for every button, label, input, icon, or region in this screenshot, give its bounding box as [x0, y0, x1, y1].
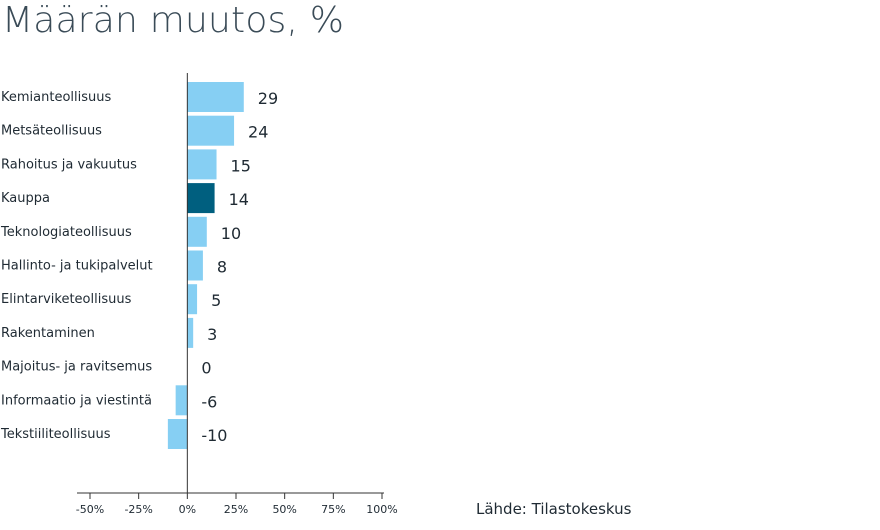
category-label: Majoitus- ja ravitsemus	[1, 360, 152, 375]
value-label: 0	[201, 359, 211, 378]
bar-7	[187, 317, 194, 348]
category-label: Kemianteollisuus	[1, 90, 111, 105]
x-tick-label: 100%	[366, 503, 397, 516]
value-label: -10	[201, 426, 227, 445]
bar-0	[187, 82, 244, 112]
category-label: Rakentaminen	[1, 326, 95, 341]
value-label: 3	[207, 325, 217, 344]
bar-9	[175, 385, 188, 416]
category-label: Rahoitus ja vakuutus	[1, 157, 137, 172]
value-label: 8	[217, 258, 227, 277]
value-label: -6	[201, 392, 217, 411]
category-label: Informaatio ja viestintä	[1, 393, 152, 408]
x-tick-label: -25%	[124, 503, 152, 516]
chart-title: Määrän muutos, %	[2, 0, 345, 41]
bar-3	[187, 183, 215, 214]
labels-group: Kemianteollisuus 29 Metsäteollisuus 24 Rahoi…	[0, 89, 278, 445]
bars-group	[167, 82, 244, 449]
x-tick-label: 0%	[179, 503, 196, 516]
bar-6	[187, 284, 198, 315]
x-tick-label: 50%	[272, 503, 296, 516]
value-label: 10	[221, 224, 241, 243]
x-tick-label: 25%	[224, 503, 248, 516]
x-axis: -50% -25% 0% 25% 50% 75% 100%	[76, 73, 398, 516]
value-label: 14	[229, 190, 249, 209]
value-label: 15	[231, 156, 251, 175]
bar-1	[187, 115, 235, 146]
source-note: Lähde: Tilastokeskus	[476, 500, 632, 518]
category-label: Tekstiiliteollisuus	[0, 427, 111, 442]
value-label: 29	[258, 89, 278, 108]
bar-2	[187, 149, 217, 180]
category-label: Metsäteollisuus	[1, 124, 102, 139]
bar-10	[167, 419, 188, 449]
category-label: Kauppa	[1, 191, 50, 206]
category-label: Teknologiateollisuus	[0, 225, 132, 240]
category-label: Elintarviketeollisuus	[1, 292, 132, 307]
category-label: Hallinto- ja tukipalvelut	[1, 259, 153, 274]
bar-4	[187, 216, 207, 247]
value-label: 5	[211, 291, 221, 310]
x-tick-label: -50%	[76, 503, 104, 516]
bar-5	[187, 250, 203, 281]
value-label: 24	[248, 123, 268, 142]
x-tick-label: 75%	[321, 503, 345, 516]
